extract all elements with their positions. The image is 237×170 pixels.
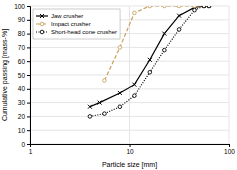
grid-line-y	[30, 47, 229, 48]
tick: 40	[18, 85, 30, 92]
grid-line-y	[30, 75, 229, 76]
tick-label: 100	[224, 148, 235, 155]
legend-marker	[40, 22, 44, 26]
tick: 100	[14, 3, 30, 10]
point	[88, 115, 92, 119]
tick-mark	[27, 89, 30, 90]
axis-line	[27, 7, 31, 145]
grid-line-y	[30, 61, 229, 62]
x-axis-title: Particle size [mm]	[102, 161, 157, 169]
tick-mark	[27, 6, 30, 7]
point	[163, 6, 167, 8]
point	[133, 11, 137, 15]
point	[202, 6, 206, 8]
tick: 90	[18, 16, 30, 23]
point	[207, 6, 211, 8]
tick-label: 100	[14, 3, 25, 10]
tick-mark	[27, 61, 30, 62]
point	[148, 58, 152, 62]
legend: Jaw crusher Impact crusher Short-head cone…	[33, 9, 120, 39]
tick-mark	[27, 47, 30, 48]
tick-mark	[130, 144, 131, 147]
tick-label: 20	[18, 113, 26, 120]
tick-mark	[27, 75, 30, 76]
grid-line-y	[30, 116, 229, 117]
point	[103, 112, 107, 116]
point	[177, 14, 181, 18]
point	[118, 105, 122, 109]
grid	[30, 6, 229, 144]
tick-label: 10	[126, 148, 134, 155]
tick-label: 30	[18, 99, 26, 106]
grid-line-y	[30, 130, 229, 131]
point	[118, 46, 122, 50]
tick: 0	[21, 141, 30, 148]
tick-label: 90	[18, 16, 26, 23]
plot-area: 1 10 100 0 10 20 30 40 50 60 70 80 90 100 Jaw crusher I…	[14, 3, 235, 155]
tick-label: 40	[18, 85, 26, 92]
point	[88, 105, 92, 109]
legend-label: Short-head cone crusher	[51, 29, 117, 35]
tick-label: 0	[21, 141, 25, 148]
tick: 30	[18, 99, 30, 106]
point	[162, 32, 166, 36]
grid-line-y	[30, 102, 229, 103]
legend-box	[33, 9, 120, 39]
tick-mark	[27, 130, 30, 131]
point	[177, 28, 181, 32]
legend-marker	[40, 14, 44, 18]
tick-mark	[27, 116, 30, 117]
chart: 1 10 100 0 10 20 30 40 50 60 70 80 90 100 Jaw crusher I…	[0, 0, 237, 170]
point	[193, 6, 197, 8]
tick: 60	[18, 58, 30, 65]
tick-mark	[27, 20, 30, 21]
tick-mark	[27, 103, 30, 104]
point	[193, 8, 197, 12]
y-axis-title: Cumulative passing [mass-%]	[1, 29, 9, 121]
point	[163, 48, 167, 52]
legend-label: Jaw crusher	[51, 13, 83, 19]
tick-label: 1	[29, 148, 33, 155]
legend-marker	[40, 30, 44, 34]
tick: 10	[18, 127, 30, 134]
point	[202, 6, 206, 8]
tick-label: 60	[18, 58, 26, 65]
point	[148, 70, 152, 74]
point	[133, 94, 137, 98]
tick: 80	[18, 30, 30, 37]
grid-line-y	[30, 88, 229, 89]
point	[132, 83, 136, 87]
tick-mark	[229, 144, 230, 147]
tick-label: 70	[18, 44, 26, 51]
point	[98, 101, 102, 105]
point	[148, 6, 152, 8]
x-axis: 1 10 100	[29, 144, 236, 155]
point	[202, 6, 206, 8]
tick-label: 50	[18, 72, 26, 79]
tick-label: 80	[18, 30, 26, 37]
point	[207, 6, 211, 8]
tick: 20	[18, 113, 30, 120]
point	[177, 6, 181, 8]
tick-mark	[27, 144, 30, 145]
point	[207, 6, 211, 8]
tick: 70	[18, 44, 30, 51]
point	[103, 79, 107, 83]
tick: 100	[224, 144, 235, 155]
tick-label: 10	[18, 127, 26, 134]
legend-label: Impact crusher	[51, 21, 91, 27]
tick: 10	[126, 144, 134, 155]
tick-mark	[27, 34, 30, 35]
tick: 50	[18, 72, 30, 79]
point	[118, 91, 122, 95]
tick: 1	[29, 144, 33, 155]
y-axis: 0 10 20 30 40 50 60 70 80 90 100	[14, 3, 30, 148]
